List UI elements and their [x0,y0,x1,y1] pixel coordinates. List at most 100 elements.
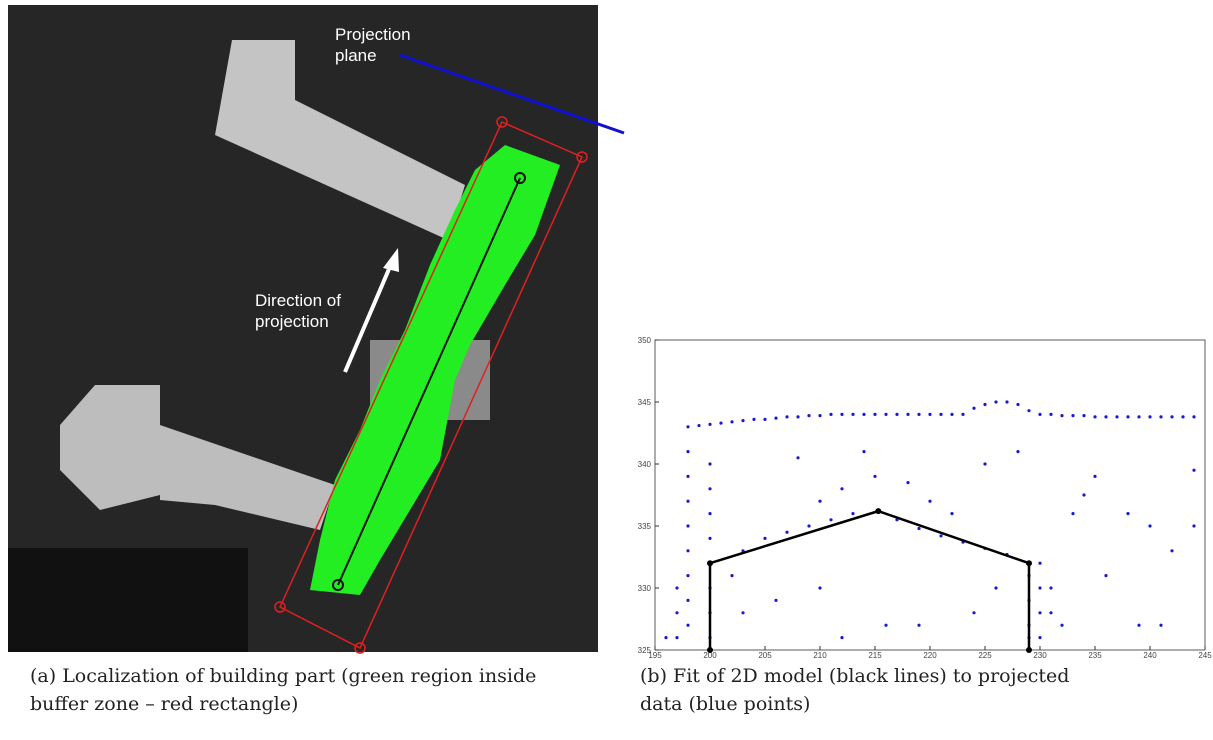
point [708,611,712,615]
building [60,385,335,530]
point [752,417,756,421]
point [1016,402,1020,407]
point [785,415,789,419]
point [785,530,789,534]
x-tick-label: 195 [648,651,662,660]
dark-area [8,548,248,652]
point [983,546,987,550]
plot-area [654,339,1206,651]
point [895,412,899,416]
point [708,536,712,541]
point [840,487,844,491]
point [664,636,668,640]
point [774,598,778,603]
point [719,421,723,425]
caption: (a) Localization of building part (green… [30,665,537,715]
point [1027,636,1031,640]
point [686,450,690,454]
point [1005,400,1009,404]
point [1049,412,1053,416]
direction-arrow [343,261,394,373]
point [1148,415,1152,419]
point [1159,623,1163,627]
point [818,414,822,418]
point [730,420,734,424]
point [763,536,767,541]
point [917,412,921,416]
point [1005,552,1009,557]
y-tick-label: 325 [638,646,652,655]
projection-plane [399,53,625,135]
point [1027,409,1031,413]
point [818,586,822,590]
endpoint [332,579,344,591]
center-line [337,177,521,586]
point [686,499,690,503]
point [763,417,767,421]
point [708,636,712,640]
point [994,400,998,404]
x-tick-label: 205 [758,651,772,660]
point [1038,611,1042,615]
corner-markers [274,116,588,654]
point [884,412,888,416]
point [1082,414,1086,418]
point [873,412,877,416]
x-tick-label: 210 [813,651,827,660]
label: Direction of projection [255,291,341,331]
arrow-head [383,248,399,272]
point [994,586,998,590]
point [1181,415,1185,419]
model-vertex [1026,647,1032,653]
point [708,586,712,590]
x-tick-label: 245 [1198,651,1212,660]
point [675,636,679,640]
point [1170,415,1174,419]
point [796,415,800,419]
y-tick-label: 340 [638,460,652,469]
point [1038,412,1042,416]
point [818,499,822,503]
point [961,412,965,416]
x-tick-label: 225 [978,651,992,660]
point [741,419,745,423]
point [983,462,987,466]
point [1038,561,1042,565]
point [686,474,690,478]
point [851,412,855,416]
point [1049,611,1053,615]
point [1093,474,1097,478]
point [983,402,987,407]
point [1104,574,1108,578]
point [884,623,888,627]
point [1071,511,1075,516]
point [1126,415,1130,419]
point [1126,511,1130,516]
point [1104,415,1108,419]
point [807,414,811,418]
point [1082,493,1086,497]
x-tick-label: 220 [923,651,937,660]
point [675,611,679,615]
point [840,412,844,416]
point [1060,414,1064,418]
point [1137,415,1141,419]
point [917,623,921,627]
point [686,549,690,553]
point [862,450,866,454]
y-tick-label: 350 [638,336,652,345]
point [1038,586,1042,590]
point [1192,415,1196,419]
point [950,412,954,416]
model-vertex [1026,560,1032,567]
point [950,511,954,516]
point [708,462,712,466]
point [1115,415,1119,419]
x-tick-label: 215 [868,651,882,660]
point [1016,450,1020,454]
point [708,422,712,426]
point [675,586,679,590]
point [686,524,690,528]
point [972,611,976,615]
